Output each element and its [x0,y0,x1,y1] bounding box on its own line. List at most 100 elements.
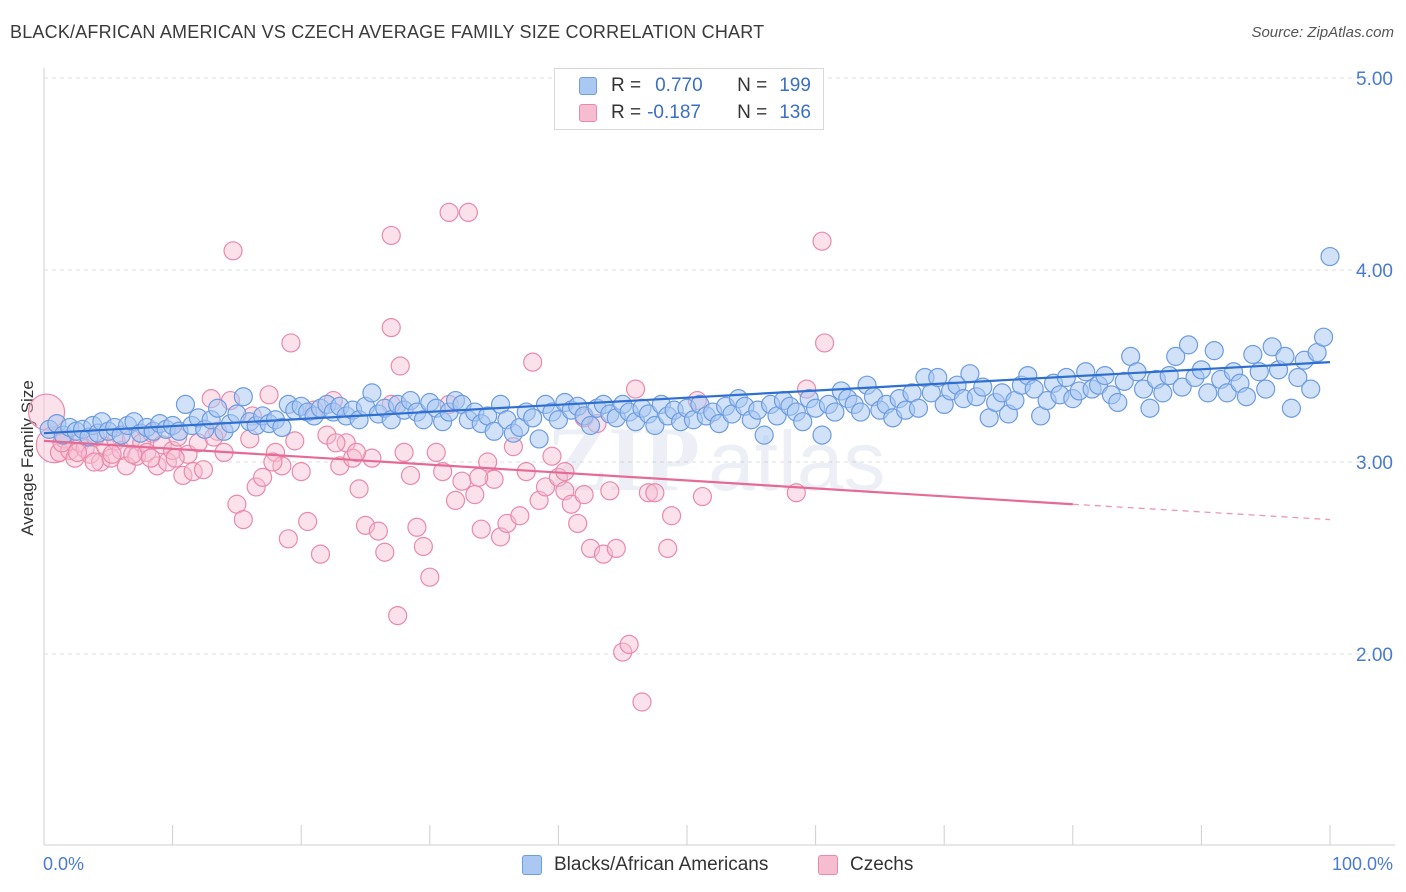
data-point [478,452,498,472]
legend-n-value: 136 [779,102,811,123]
chart-title: BLACK/AFRICAN AMERICAN VS CZECH AVERAGE … [10,22,765,42]
data-point [600,481,620,501]
data-point [253,467,273,487]
data-point [413,410,433,430]
data-point [632,692,652,712]
data-point [1108,392,1128,413]
legend-r-value: -0.187 [647,102,701,123]
axes [43,68,1395,846]
bottom-legend-label: Blacks/African Americans [554,854,769,875]
data-point [815,333,835,353]
data-point [928,367,948,388]
legend-row-blue: R = 0.770 N = 199 [579,73,811,99]
data-point [141,448,161,468]
data-point [123,444,143,464]
data-point [1166,346,1186,366]
data-point [165,448,185,468]
watermark: ZIP atlas [547,408,886,510]
data-point [793,412,813,432]
data-point [606,538,626,559]
data-point [420,567,440,587]
data-point [381,225,401,246]
data-point [233,509,253,530]
data-point [1198,383,1218,403]
legend-swatch-blue [579,77,597,95]
data-point [754,425,774,445]
data-point [1114,371,1134,391]
legend-box: R = 0.770 N = 199 R = -0.187 N = 136 [554,68,824,130]
trend-line-czechs [43,439,1073,506]
data-point [390,356,410,376]
data-point [375,542,395,562]
data-point [1320,246,1340,267]
data-point [246,477,266,497]
y-tick-label: 2.00 [1356,645,1393,666]
data-point [291,462,311,482]
data-point [368,521,388,541]
data-point [1076,362,1096,382]
data-point [561,494,581,514]
data-point [116,456,136,476]
data-point [388,605,408,626]
data-point [1172,377,1192,397]
data-point [346,442,367,462]
x-tick-label: 100.0% [1332,854,1393,874]
trend-lines [43,361,1331,521]
legend-r-label: R = [611,75,642,96]
data-point [1288,367,1308,388]
data-point [692,486,713,507]
data-point [812,231,832,251]
x-tick-label: 0.0% [43,854,84,874]
data-point [484,421,504,441]
data-point [1281,398,1302,418]
trend-line-czechs-extension [1072,503,1331,521]
data-point [223,241,243,261]
legend-r-label: R = [611,102,642,123]
data-point [259,385,279,405]
data-point [661,506,682,526]
data-point [625,379,646,399]
data-point [400,465,421,486]
legend-row-pink: R = -0.187 N = 136 [579,100,811,126]
data-point [193,460,214,480]
bottom-legend-czechs: Czechs [818,852,913,878]
bottom-legend-blacks: Blacks/African Americans [522,852,768,878]
data-point [326,433,346,453]
data-point [281,333,301,353]
data-point [471,519,491,539]
data-point [147,456,167,476]
data-point [407,517,427,537]
data-point [574,485,594,505]
data-point [67,442,88,462]
data-point [102,444,122,464]
data-point [1275,346,1295,366]
data-point [1217,383,1237,403]
data-point [1243,344,1263,365]
data-point [381,318,401,338]
data-point [1133,379,1154,399]
data-point [645,483,665,503]
data-point [960,364,980,384]
data-point [1178,335,1199,355]
data-point [1024,379,1044,399]
data-point [851,402,871,422]
tick-labels: 2.00 3.00 4.00 5.00 0.0% 100.0% [43,69,1393,874]
data-point [175,394,196,414]
data-point [349,479,369,499]
data-point [548,410,569,430]
data-point [426,442,446,462]
data-point [1236,387,1257,407]
data-point [263,452,283,472]
data-point [825,402,845,422]
data-point [272,417,292,438]
gridlines [44,77,1395,655]
series-blacks-african-americans [39,246,1340,449]
data-point [510,506,530,526]
data-point [568,513,588,534]
legend-n-label: N = [737,102,768,123]
data-point [638,483,659,503]
data-point [529,429,549,449]
data-point [1140,398,1160,418]
legend-n-value: 199 [779,75,811,96]
